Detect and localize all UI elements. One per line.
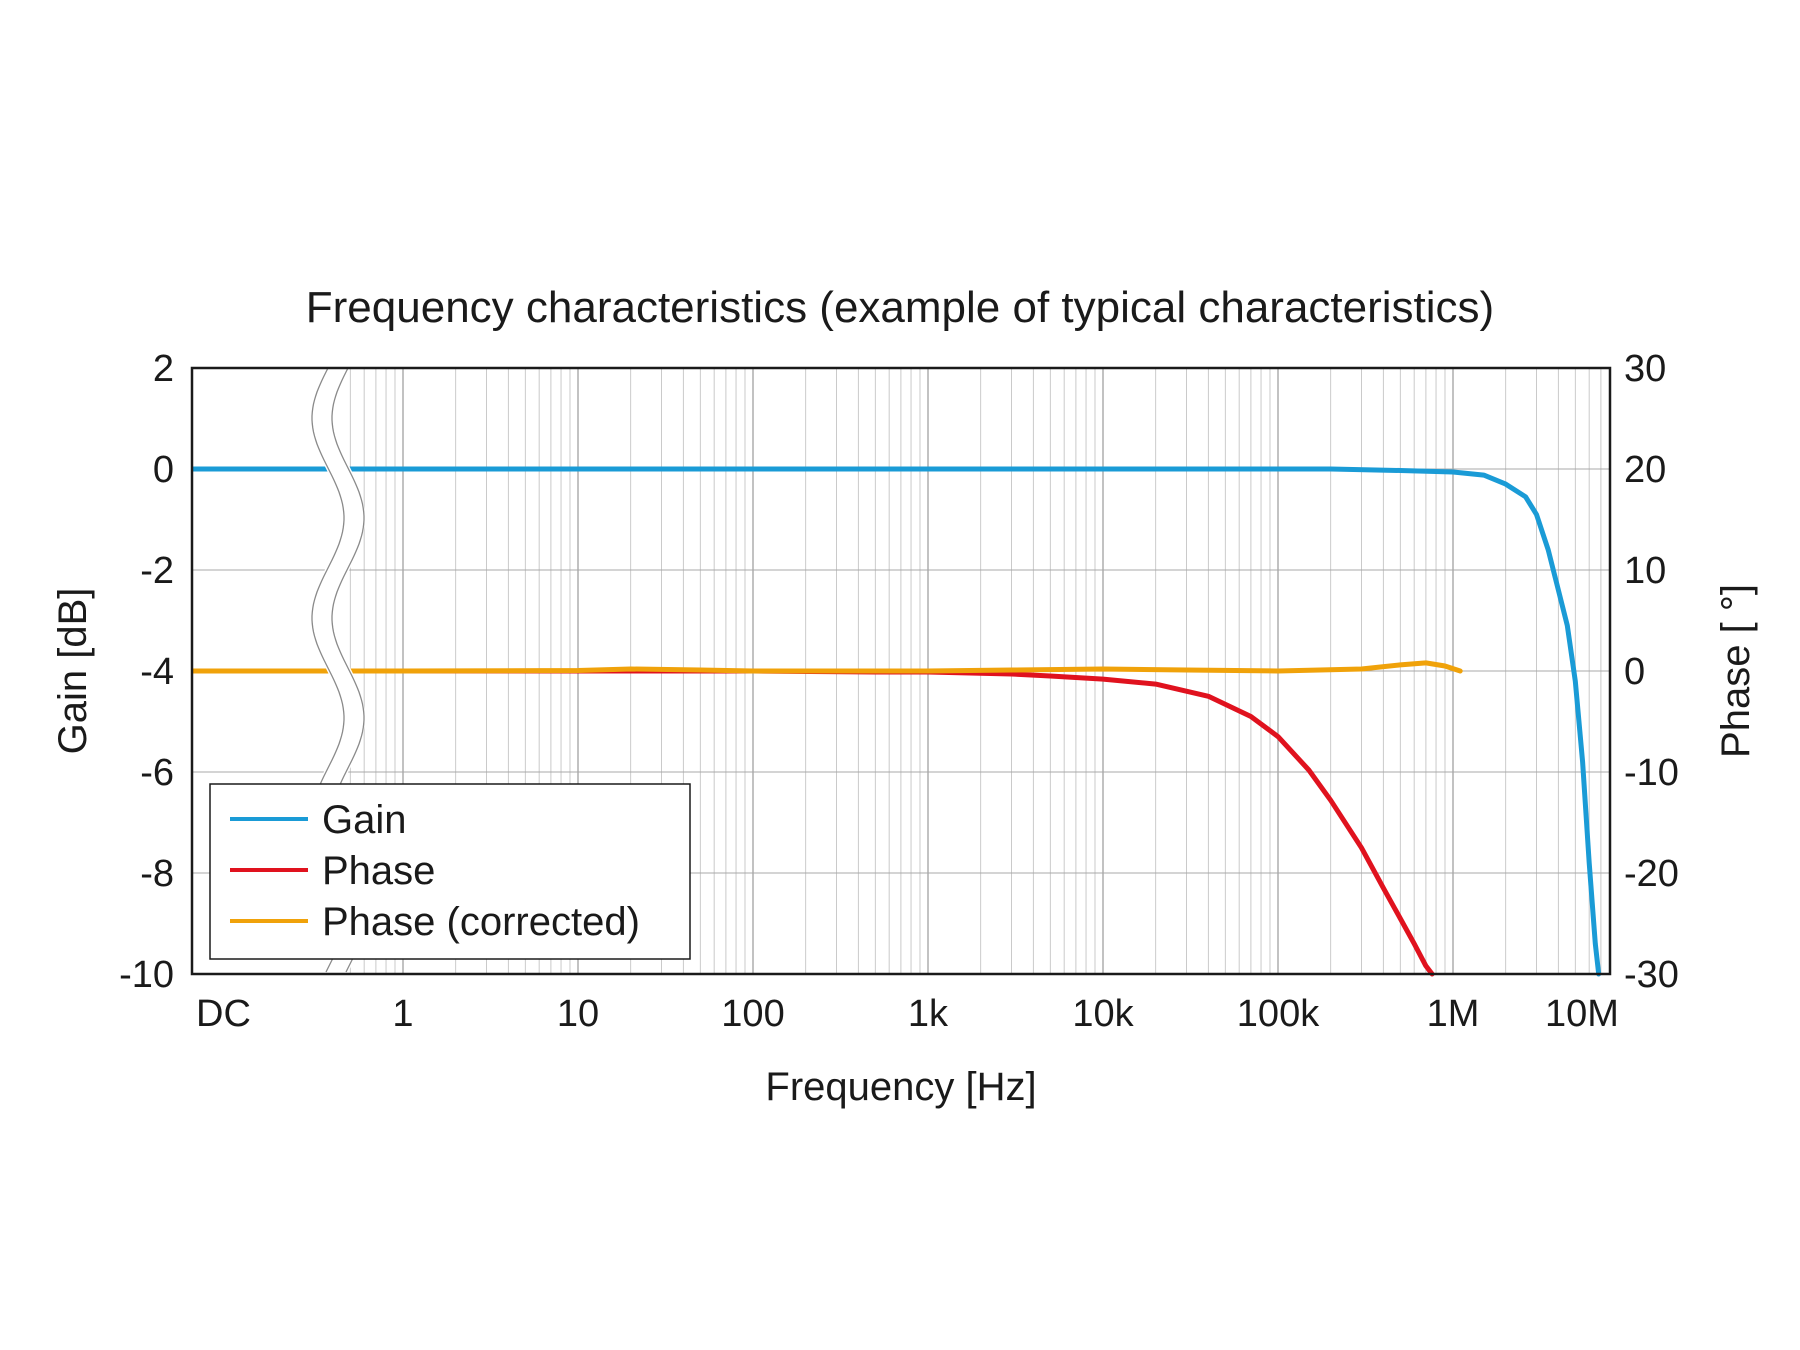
series-lines: [192, 466, 1602, 977]
y-axis-label-right: Phase [ °]: [1714, 584, 1758, 758]
legend: Gain Phase Phase (corrected): [209, 783, 691, 960]
y-tick-label-left: -8: [140, 853, 174, 895]
y-tick-label-right: -30: [1624, 954, 1679, 996]
y-axis-label-left: Gain [dB]: [51, 588, 95, 755]
legend-label: Phase (corrected): [322, 900, 640, 944]
y-tick-label-right: 20: [1624, 449, 1666, 491]
y-tick-label-right: -20: [1624, 853, 1679, 895]
y-tick-label-left: -2: [140, 550, 174, 592]
x-tick-label: 10: [557, 993, 599, 1035]
x-tick-label: 100: [721, 993, 784, 1035]
plot-frame: [190, 366, 1612, 976]
y-tick-label-left: -6: [140, 752, 174, 794]
series-line-0: [345, 466, 1602, 977]
x-tick-label: 1M: [1427, 993, 1480, 1035]
x-tick-label: 1: [392, 993, 413, 1035]
x-tick-label: 10M: [1545, 993, 1619, 1035]
chart-title: Frequency characteristics (example of ty…: [306, 283, 1494, 332]
tick-labels: DC 1 10 100 1k 10k 100k 1M 10M20-2-4-6-8-1030201…: [119, 348, 1679, 1035]
y-tick-label-right: 10: [1624, 550, 1666, 592]
x-axis-label: Frequency [Hz]: [765, 1065, 1036, 1109]
y-tick-label-left: -4: [140, 651, 174, 693]
y-tick-label-left: 2: [153, 348, 174, 390]
y-tick-label-left: 0: [153, 449, 174, 491]
x-tick-label: DC: [196, 993, 251, 1035]
y-tick-label-right: 30: [1624, 348, 1666, 390]
x-tick-label: 10k: [1072, 993, 1134, 1035]
x-tick-label: 100k: [1237, 993, 1320, 1035]
series-line-2: [345, 660, 1463, 674]
legend-label: Phase: [322, 849, 435, 893]
y-tick-label-right: -10: [1624, 752, 1679, 794]
y-tick-label-right: 0: [1624, 651, 1645, 693]
x-tick-label: 1k: [908, 993, 949, 1035]
legend-label: Gain: [322, 798, 407, 842]
y-tick-label-left: -10: [119, 954, 174, 996]
